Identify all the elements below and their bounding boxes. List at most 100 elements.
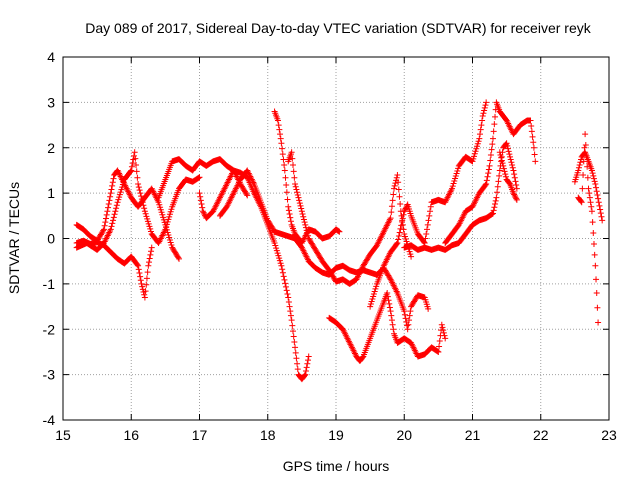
data-point	[288, 317, 295, 324]
data-point	[597, 206, 604, 213]
data-point	[388, 312, 395, 319]
data-point	[529, 133, 536, 140]
data-point	[290, 328, 297, 335]
data-point	[483, 181, 490, 188]
data-point	[287, 312, 294, 319]
data-point	[295, 194, 302, 201]
data-point	[367, 301, 374, 308]
data-point	[115, 196, 122, 203]
data-point	[578, 198, 585, 205]
data-point	[196, 174, 203, 181]
data-point	[135, 262, 142, 269]
data-point	[400, 226, 407, 233]
data-point	[107, 190, 114, 197]
data-point	[293, 186, 300, 193]
data-point	[143, 281, 150, 288]
data-point	[579, 185, 586, 192]
data-point	[392, 180, 399, 187]
data-point	[494, 183, 501, 190]
data-point	[145, 259, 152, 266]
data-point	[139, 199, 146, 206]
data-point	[397, 225, 404, 232]
data-point	[129, 160, 136, 167]
data-point	[198, 201, 205, 208]
data-point	[406, 248, 413, 255]
data-point	[278, 140, 285, 147]
data-point	[117, 189, 124, 196]
data-point	[162, 226, 169, 233]
data-point	[140, 202, 147, 209]
data-point	[128, 167, 135, 174]
data-point	[143, 213, 150, 220]
data-point	[489, 135, 496, 142]
data-point	[391, 185, 398, 192]
data-point	[483, 177, 490, 184]
data-point	[158, 209, 165, 216]
data-point	[511, 191, 518, 198]
data-point	[287, 308, 294, 315]
data-point	[163, 223, 170, 230]
data-point	[386, 300, 393, 307]
data-point	[105, 204, 112, 211]
data-point	[113, 202, 120, 209]
data-point	[495, 178, 502, 185]
data-point	[490, 128, 497, 135]
data-point	[405, 321, 412, 328]
data-point	[164, 218, 171, 225]
data-point	[293, 355, 300, 362]
y-tick-label: 4	[47, 49, 55, 65]
data-point	[113, 205, 120, 212]
data-point	[370, 293, 377, 300]
data-point	[163, 221, 170, 228]
data-point	[475, 138, 482, 145]
data-point	[148, 244, 155, 251]
data-point	[277, 260, 284, 267]
data-point	[591, 178, 598, 185]
data-point	[483, 99, 490, 106]
data-point	[280, 156, 287, 163]
data-point	[506, 151, 513, 158]
data-point	[371, 288, 378, 295]
data-point	[101, 222, 108, 229]
data-point	[146, 255, 153, 262]
data-point	[507, 156, 514, 163]
data-point	[144, 269, 151, 276]
data-point	[288, 149, 295, 156]
data-point	[127, 168, 134, 175]
data-point	[112, 208, 119, 215]
data-point	[436, 338, 443, 345]
y-tick-label: -3	[43, 367, 56, 383]
data-point	[594, 304, 601, 311]
data-point	[370, 290, 377, 297]
data-point	[504, 145, 511, 152]
data-point	[589, 219, 596, 226]
data-point	[147, 251, 154, 258]
chart-title: Day 089 of 2017, Sidereal Day-to-day VTE…	[85, 20, 591, 36]
data-point	[176, 255, 183, 262]
data-point	[513, 181, 520, 188]
data-point	[138, 196, 145, 203]
data-point	[282, 174, 289, 181]
x-tick-label: 19	[328, 427, 344, 443]
data-point	[406, 317, 413, 324]
data-point	[584, 174, 591, 181]
data-point	[388, 203, 395, 210]
data-point	[139, 283, 146, 290]
data-point	[473, 145, 480, 152]
data-point	[199, 208, 206, 215]
data-point	[491, 204, 498, 211]
data-point	[471, 153, 478, 160]
data-point	[294, 189, 301, 196]
data-point	[424, 221, 431, 228]
data-point	[137, 190, 144, 197]
data-point	[481, 104, 488, 111]
data-point	[103, 211, 110, 218]
data-point	[145, 262, 152, 269]
data-point	[276, 257, 283, 264]
data-point	[528, 122, 535, 129]
data-point	[285, 207, 292, 214]
data-point	[408, 253, 415, 260]
data-point	[118, 186, 125, 193]
data-point	[388, 209, 395, 216]
